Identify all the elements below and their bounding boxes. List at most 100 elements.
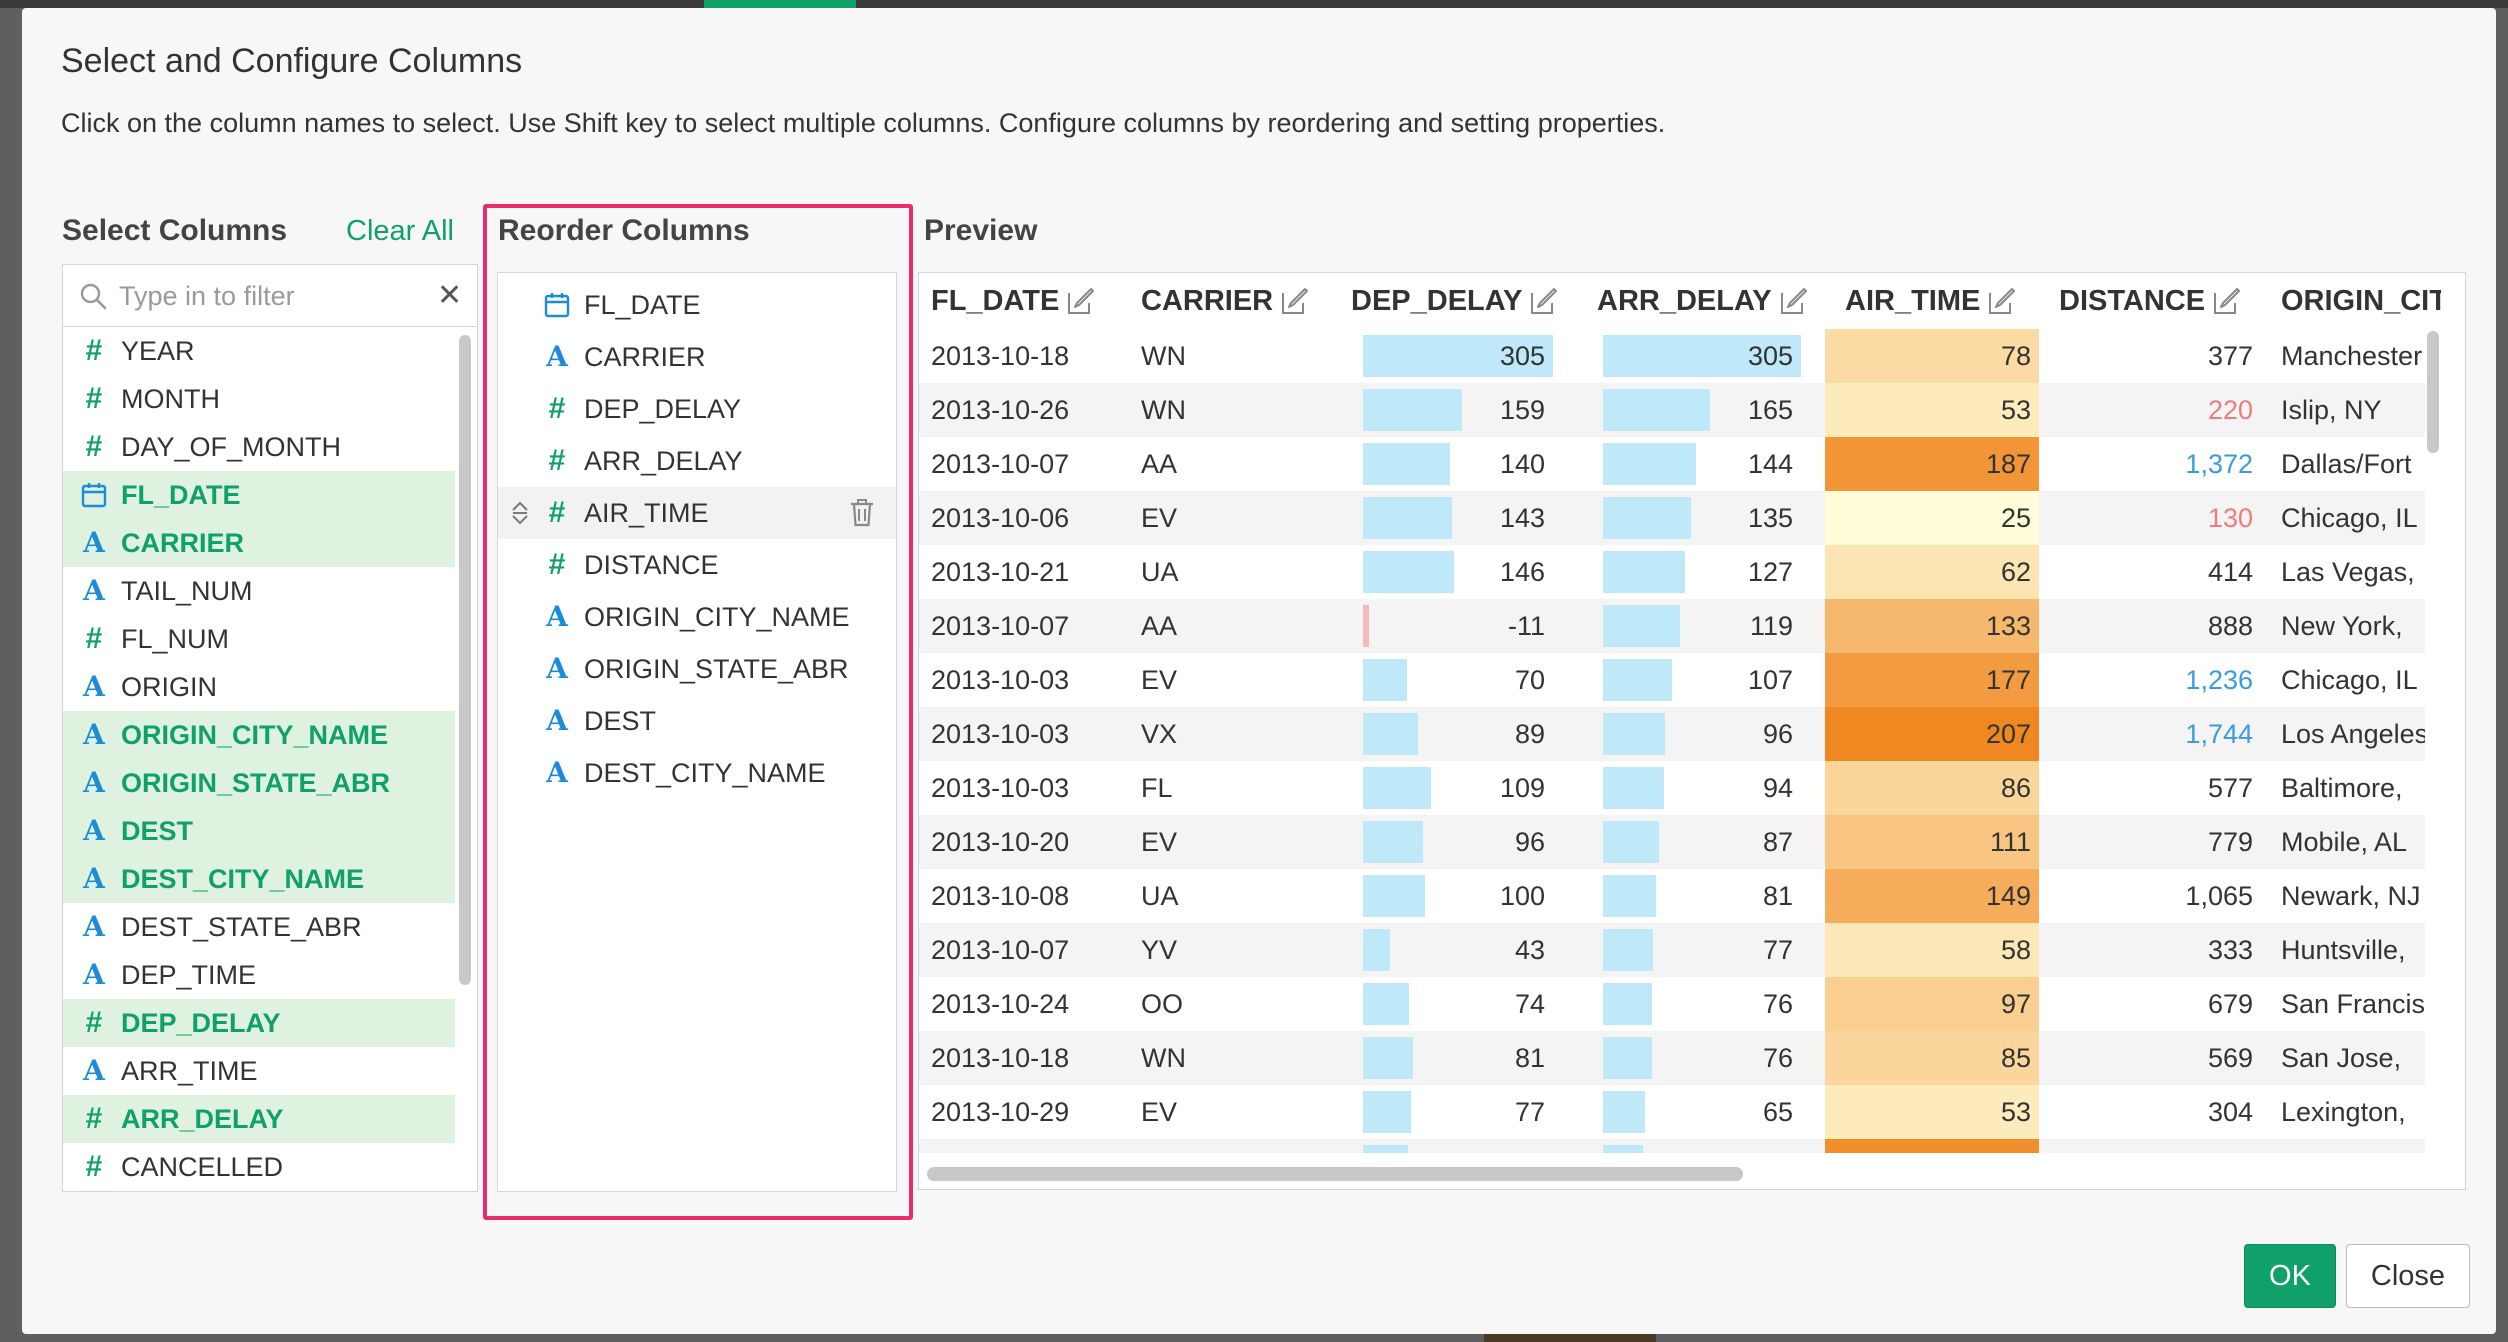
table-row: 2013-10-21 US 72 61 197 1,576 Philadelphia: [919, 1139, 2425, 1153]
column-item-dest-state-abr[interactable]: A DEST_STATE_ABR: [63, 903, 455, 951]
cell-origin-city: Newark, NJ: [2281, 869, 2425, 923]
column-item-tail-num[interactable]: A TAIL_NUM: [63, 567, 455, 615]
cell-dep-delay: -11: [1363, 599, 1553, 653]
reorder-item-origin-city-name[interactable]: A ORIGIN_CITY_NAME: [498, 591, 896, 643]
table-row: 2013-10-03 FL 109 94 86 577 Baltimore,: [919, 761, 2425, 815]
cell-origin-city: Las Vegas,: [2281, 545, 2425, 599]
cell-value: 85: [2000, 1042, 2031, 1073]
column-item-origin-city-name[interactable]: A ORIGIN_CITY_NAME: [63, 711, 455, 759]
edit-icon[interactable]: [1279, 285, 1311, 317]
cell-dep-delay: 159: [1363, 383, 1553, 437]
reorder-item-distance[interactable]: # DISTANCE: [498, 539, 896, 591]
cell-value: WN: [1141, 1042, 1186, 1073]
cell-arr-delay: 135: [1603, 491, 1801, 545]
cell-value: YV: [1141, 934, 1178, 965]
cell-value: 220: [2207, 394, 2253, 425]
column-item-arr-time[interactable]: A ARR_TIME: [63, 1047, 455, 1095]
reorder-item-fl-date[interactable]: FL_DATE: [498, 279, 896, 331]
cell-carrier: FL: [1141, 761, 1341, 815]
cell-value: 86: [2000, 772, 2031, 803]
background-footer-tab: [1484, 1332, 1656, 1342]
preview-header-origin-city-name: ORIGIN_CITY_NAME: [2281, 273, 2441, 329]
cell-value: Newark, NJ: [2281, 880, 2421, 911]
cell-carrier: EV: [1141, 1085, 1341, 1139]
cell-value: New York,: [2281, 610, 2403, 641]
header-label: ORIGIN_CITY_NAME: [2281, 284, 2441, 317]
edit-icon[interactable]: [1528, 285, 1560, 317]
dialog-description: Click on the column names to select. Use…: [61, 108, 1666, 138]
column-item-label: FL_DATE: [121, 479, 241, 510]
cell-carrier: UA: [1141, 869, 1341, 923]
cell-distance: 1,065: [2049, 869, 2261, 923]
table-row: 2013-10-24 OO 74 76 97 679 San Francisco: [919, 977, 2425, 1031]
column-item-month[interactable]: # MONTH: [63, 375, 455, 423]
filter-input[interactable]: [119, 275, 419, 317]
clear-filter-icon[interactable]: ✕: [437, 279, 463, 312]
cell-value: 135: [1747, 502, 1793, 533]
cell-arr-delay: 165: [1603, 383, 1801, 437]
cell-value: 77: [1514, 1096, 1545, 1127]
cell-dep-delay: 74: [1363, 977, 1553, 1031]
reorder-item-dest-city-name[interactable]: A DEST_CITY_NAME: [498, 747, 896, 799]
column-item-dep-time[interactable]: A DEP_TIME: [63, 951, 455, 999]
column-list-scrollbar[interactable]: [459, 335, 471, 985]
air-time-heat-cell: [1825, 815, 2039, 869]
edit-icon[interactable]: [1778, 285, 1810, 317]
cell-air-time: 187: [1825, 437, 2039, 491]
cell-value: 305: [1747, 340, 1793, 371]
string-type-icon: A: [546, 652, 568, 685]
preview-vertical-scrollbar[interactable]: [2427, 331, 2439, 453]
cell-value: 2013-10-18: [931, 1042, 1070, 1073]
cell-carrier: UA: [1141, 545, 1341, 599]
dep-delay-bar: [1363, 443, 1450, 485]
column-item-fl-date[interactable]: FL_DATE: [63, 471, 455, 519]
preview-horizontal-scrollbar[interactable]: [927, 1167, 1743, 1181]
reorder-item-arr-delay[interactable]: # ARR_DELAY: [498, 435, 896, 487]
column-item-fl-num[interactable]: # FL_NUM: [63, 615, 455, 663]
reorder-item-carrier[interactable]: A CARRIER: [498, 331, 896, 383]
column-item-year[interactable]: # YEAR: [63, 327, 455, 375]
preview-header-fl-date: FL_DATE: [931, 273, 1131, 329]
column-item-label: ORIGIN_STATE_ABR: [121, 767, 391, 798]
reorder-item-air-time[interactable]: # AIR_TIME: [498, 487, 896, 539]
cell-value: 94: [1762, 772, 1793, 803]
ok-button[interactable]: OK: [2244, 1244, 2336, 1308]
cell-value: 177: [1985, 664, 2031, 695]
cell-value: 377: [2207, 340, 2253, 371]
edit-icon[interactable]: [1065, 285, 1097, 317]
preview-header-carrier: CARRIER: [1141, 273, 1341, 329]
cell-distance: 377: [2049, 329, 2261, 383]
cell-origin-city: San Francisco: [2281, 977, 2425, 1031]
reorder-item-dep-delay[interactable]: # DEP_DELAY: [498, 383, 896, 435]
cell-value: WN: [1141, 340, 1186, 371]
column-item-label: DAY_OF_MONTH: [121, 431, 342, 462]
column-item-origin-state-abr[interactable]: A ORIGIN_STATE_ABR: [63, 759, 455, 807]
column-item-origin[interactable]: A ORIGIN: [63, 663, 455, 711]
column-item-arr-delay[interactable]: # ARR_DELAY: [63, 1095, 455, 1143]
column-item-cancelled[interactable]: # CANCELLED: [63, 1143, 455, 1191]
air-time-heat-cell: [1825, 1139, 2039, 1153]
column-item-carrier[interactable]: A CARRIER: [63, 519, 455, 567]
dep-delay-bar: [1363, 605, 1369, 647]
edit-icon[interactable]: [1986, 285, 2018, 317]
reorder-item-label: FL_DATE: [584, 289, 701, 320]
drag-handle-icon[interactable]: [510, 499, 530, 527]
clear-all-link[interactable]: Clear All: [346, 215, 454, 247]
cell-origin-city: Chicago, IL: [2281, 653, 2425, 707]
column-item-day-of-month[interactable]: # DAY_OF_MONTH: [63, 423, 455, 471]
cell-air-time: 177: [1825, 653, 2039, 707]
cell-value: 1,744: [2185, 718, 2253, 749]
reorder-item-origin-state-abr[interactable]: A ORIGIN_STATE_ABR: [498, 643, 896, 695]
column-item-dest[interactable]: A DEST: [63, 807, 455, 855]
column-item-dep-delay[interactable]: # DEP_DELAY: [63, 999, 455, 1047]
cell-value: UA: [1141, 880, 1179, 911]
air-time-heat-cell: [1825, 653, 2039, 707]
air-time-heat-cell: [1825, 707, 2039, 761]
preview-header-arr-delay: ARR_DELAY: [1597, 273, 1833, 329]
reorder-item-dest[interactable]: A DEST: [498, 695, 896, 747]
trash-icon[interactable]: [848, 498, 876, 528]
close-button[interactable]: Close: [2346, 1244, 2470, 1308]
column-item-dest-city-name[interactable]: A DEST_CITY_NAME: [63, 855, 455, 903]
cell-arr-delay: 94: [1603, 761, 1801, 815]
edit-icon[interactable]: [2211, 285, 2243, 317]
